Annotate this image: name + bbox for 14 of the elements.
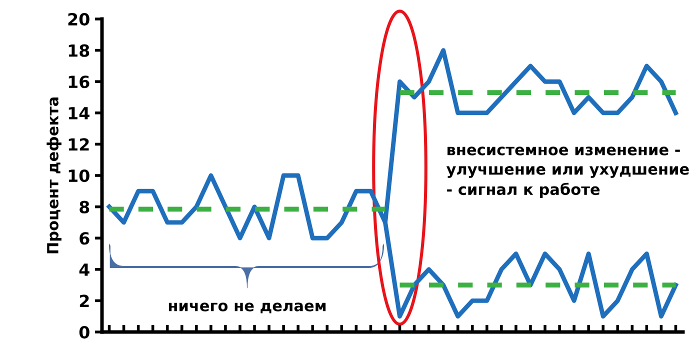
y-tick-label: 12 [68, 138, 89, 151]
y-tick-label: 0 [79, 326, 90, 339]
y-tick-label: 14 [68, 107, 90, 120]
y-tick-label: 8 [80, 200, 90, 214]
y-tick-label: 6 [80, 232, 90, 245]
y-tick-label: 10 [68, 169, 90, 182]
y-tick-label: 18 [68, 44, 90, 57]
y-tick-label: 4 [79, 264, 90, 276]
y-tick-label: 16 [68, 76, 90, 88]
annotation: ничего не делаем [168, 302, 326, 314]
annotation: внесистемное изменение - улучшение или ухудшение - сигнал к работе [446, 146, 689, 198]
y-axis-title: Процент дефекта [46, 98, 62, 254]
y-tick-label: 20 [68, 12, 90, 26]
y-tick-label: 2 [80, 294, 89, 308]
